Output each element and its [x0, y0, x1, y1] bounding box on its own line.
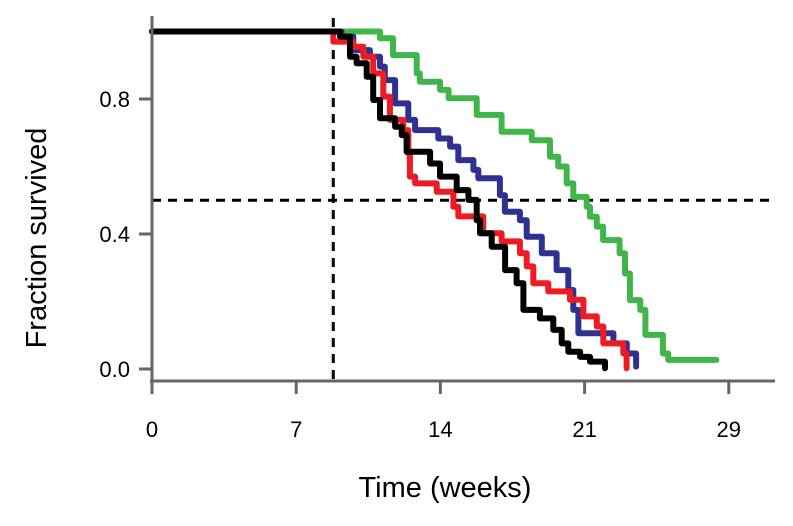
- y-axis-title: Fraction survived: [21, 128, 53, 349]
- x-tick-label: 14: [428, 417, 452, 442]
- x-tick-label: 21: [572, 417, 596, 442]
- x-tick-label: 29: [717, 417, 741, 442]
- y-tick-label: 0.4: [99, 222, 130, 247]
- x-axis-title: Time (weeks): [359, 472, 532, 504]
- y-tick-label: 0.0: [99, 357, 130, 382]
- x-tick-label: 0: [146, 417, 158, 442]
- series-line-blue: [149, 28, 640, 370]
- series-line-red: [149, 28, 630, 372]
- x-tick-label: 7: [290, 417, 302, 442]
- series-line-green: [149, 28, 720, 363]
- y-tick-label: 0.8: [99, 87, 130, 112]
- series-line-black: [149, 28, 608, 372]
